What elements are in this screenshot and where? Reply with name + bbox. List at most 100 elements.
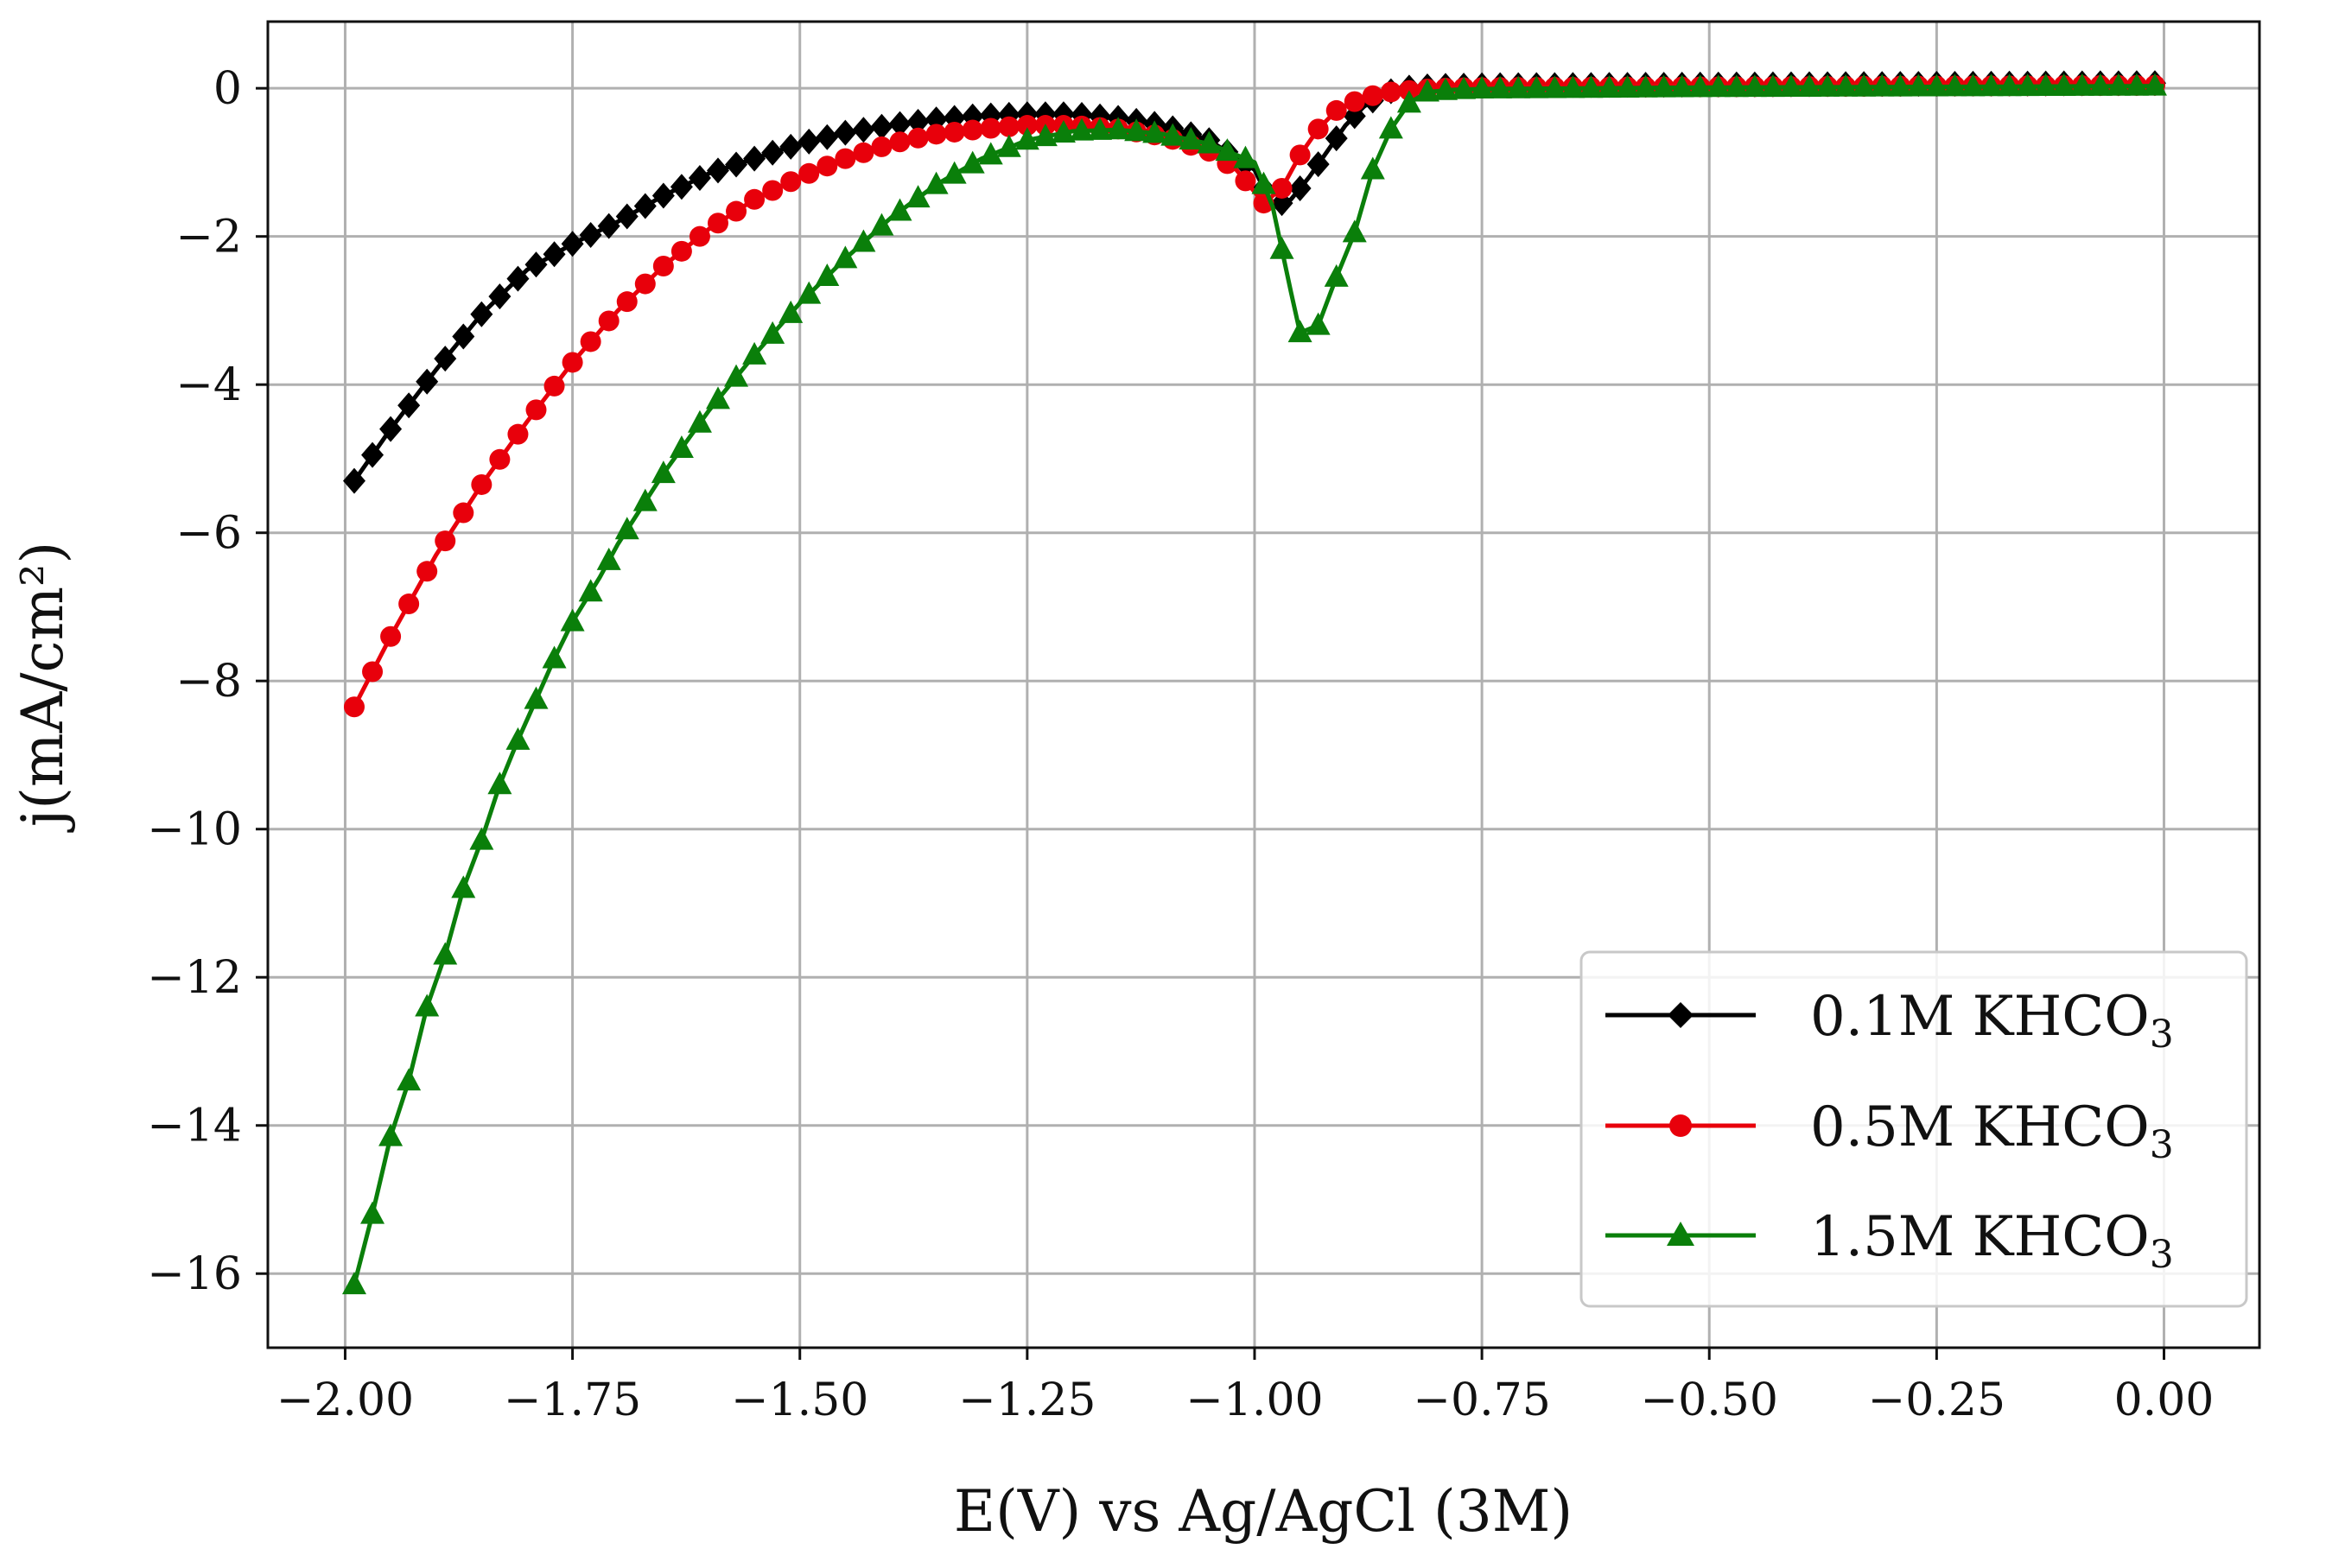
legend: 0.1M KHCO3 0.5M KHCO3 1.5M KHCO3: [1579, 950, 2248, 1308]
x-tick-label: −1.25: [958, 1374, 1096, 1426]
series-point-2: [1669, 74, 1694, 98]
series-point-0: [906, 108, 930, 135]
series-point-0: [524, 251, 548, 278]
series-point-2: [1542, 75, 1567, 98]
series-point-2: [1961, 73, 1986, 97]
series-point-2: [669, 435, 694, 458]
series-point-2: [415, 993, 440, 1017]
series-point-2: [1560, 75, 1586, 98]
series-point-2: [1778, 74, 1803, 98]
series-point-2: [887, 198, 912, 221]
x-tick-label: −1.50: [731, 1374, 868, 1426]
series-point-1: [507, 423, 529, 445]
legend-marker-0: [1668, 1002, 1694, 1028]
series-point-2: [1760, 74, 1785, 98]
legend-marker-2: [1667, 1222, 1694, 1246]
series-point-2: [1452, 76, 1477, 99]
series-point-0: [361, 441, 384, 468]
series-point-1: [871, 136, 893, 157]
series-point-1: [1271, 177, 1293, 199]
series-point-0: [615, 203, 639, 230]
series-point-0: [342, 467, 365, 494]
series-point-2: [960, 150, 985, 174]
series-point-0: [834, 119, 857, 146]
series-point-2: [1597, 75, 1622, 98]
series-point-0: [888, 111, 912, 137]
series-point-0: [870, 113, 893, 140]
series-point-2: [924, 171, 949, 194]
series-point-2: [651, 460, 676, 484]
series-point-2: [578, 579, 603, 602]
x-tick-label: −1.00: [1185, 1374, 1323, 1426]
series-point-2: [1197, 130, 1222, 154]
series-point-2: [851, 229, 876, 252]
series-point-0: [397, 392, 421, 419]
series-point-0: [1325, 125, 1348, 152]
y-tick-label: −14: [147, 1101, 242, 1152]
series-point-2: [433, 942, 458, 965]
series-point-1: [998, 116, 1020, 137]
series-point-1: [616, 291, 638, 313]
series-point-2: [1724, 74, 1749, 98]
series-point-1: [1380, 81, 1401, 103]
series-point-1: [1289, 144, 1311, 166]
series-point-1: [780, 171, 802, 193]
series-point-2: [1870, 73, 1895, 97]
series-point-0: [416, 368, 439, 395]
series-point-1: [907, 127, 929, 149]
series-point-2: [1888, 73, 1913, 97]
series-point-2: [1069, 117, 1094, 141]
series-point-2: [1797, 73, 1822, 97]
series-point-2: [1979, 73, 2004, 97]
series-point-2: [487, 771, 512, 795]
series-point-2: [1833, 73, 1859, 97]
series-point-1: [817, 156, 838, 177]
series-point-2: [341, 1272, 366, 1295]
series-point-1: [962, 119, 983, 141]
series-point-1: [889, 131, 911, 153]
series-point-2: [705, 386, 730, 409]
series-point-2: [1378, 116, 1403, 139]
series-point-2: [632, 488, 658, 511]
series-point-1: [689, 225, 710, 247]
legend-marker-1: [1669, 1114, 1692, 1137]
series-point-2: [614, 517, 639, 540]
series-point-1: [453, 502, 474, 524]
series-point-0: [761, 139, 785, 166]
series-point-1: [1344, 91, 1365, 112]
series-point-0: [779, 133, 803, 160]
series-point-2: [1124, 118, 1149, 142]
series-point-2: [869, 213, 894, 236]
series-point-0: [798, 128, 821, 155]
series-point-2: [451, 875, 476, 898]
y-axis-label: j(mA/cm²): [10, 542, 76, 833]
series-point-0: [543, 241, 566, 268]
series-point-0: [1306, 151, 1330, 178]
legend-box: [1579, 950, 2248, 1308]
plot-frame: [266, 20, 2261, 1349]
y-tick-label: −8: [175, 656, 242, 708]
series-point-2: [1742, 74, 1767, 98]
series-point-2: [1433, 77, 1459, 100]
series-point-1: [580, 331, 601, 352]
series-point-1: [562, 352, 583, 373]
series-point-0: [379, 416, 403, 442]
series-point-0: [706, 157, 729, 184]
series-point-0: [688, 164, 711, 191]
series-point-2: [1306, 312, 1331, 335]
y-tick-label: −2: [175, 212, 242, 263]
series-point-2: [1579, 75, 1604, 98]
series-point-1: [598, 310, 620, 332]
series-point-0: [470, 301, 493, 327]
series-point-0: [725, 151, 748, 178]
series-point-2: [1342, 219, 1367, 243]
series-point-1: [471, 473, 493, 495]
series-point-0: [670, 174, 693, 200]
legend-entry-0: 0.1M KHCO3: [1605, 985, 2174, 1057]
x-axis-label: E(V) vs Ag/AgCl (3M): [954, 1478, 1573, 1545]
series-point-2: [2088, 73, 2113, 96]
series-point-1: [652, 255, 674, 276]
series-point-0: [651, 182, 675, 209]
